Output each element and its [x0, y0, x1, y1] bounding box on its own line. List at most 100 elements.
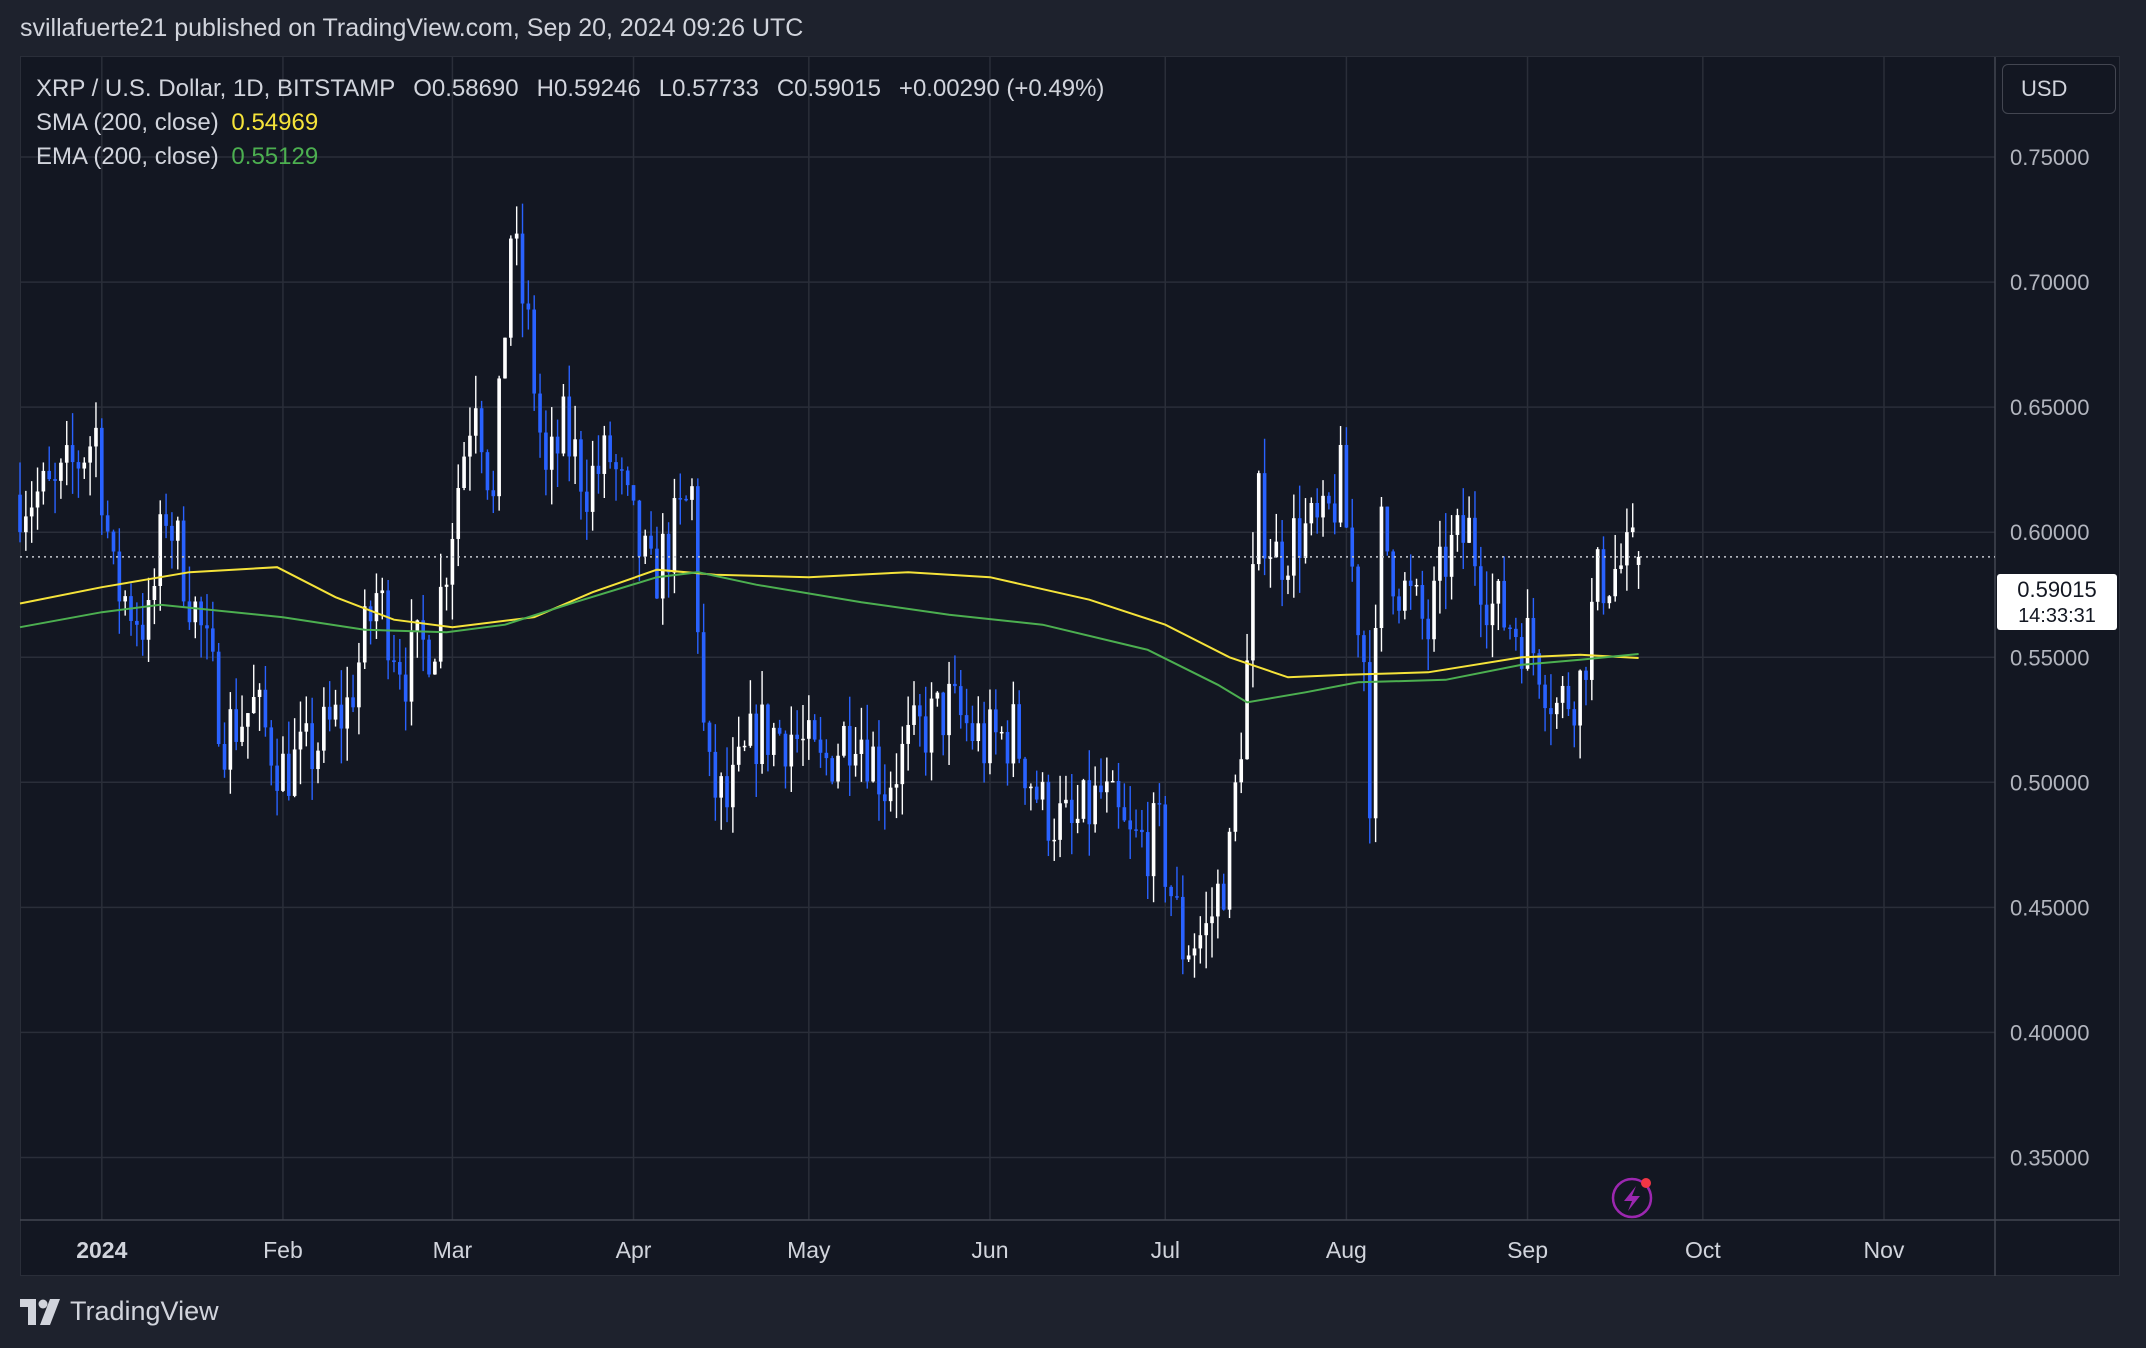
- bar-countdown: 14:33:31: [2018, 605, 2096, 627]
- candle: [614, 454, 618, 501]
- candle: [292, 718, 297, 798]
- candle: [29, 481, 34, 543]
- sma-value: 0.54969: [231, 109, 319, 136]
- candle: [918, 693, 922, 747]
- candle: [544, 410, 548, 496]
- y-tick-label: 0.60000: [2010, 520, 2090, 545]
- candle: [573, 405, 577, 485]
- chart-legend: XRP / U.S. Dollar, 1D, BITSTAMP O0.58690 H…: [36, 72, 1104, 174]
- candle: [1327, 492, 1331, 510]
- candle: [999, 726, 1004, 740]
- candle: [1367, 630, 1372, 844]
- candle: [655, 526, 659, 600]
- candle: [900, 726, 905, 815]
- y-tick-label: 0.50000: [2010, 770, 2090, 795]
- candle: [1099, 758, 1103, 799]
- candle: [1280, 520, 1284, 607]
- candle: [1075, 784, 1080, 834]
- y-tick-label: 0.70000: [2010, 270, 2090, 295]
- candle: [24, 490, 28, 551]
- candle: [76, 450, 81, 498]
- candle: [988, 689, 992, 775]
- candle: [853, 727, 858, 777]
- candle: [1619, 543, 1623, 574]
- candle: [462, 441, 466, 491]
- candle: [1601, 536, 1606, 615]
- candle: [228, 692, 233, 794]
- candle: [1321, 480, 1325, 537]
- candle: [1478, 546, 1483, 638]
- x-tick-label: 2024: [76, 1237, 127, 1263]
- candle: [327, 681, 332, 732]
- candle: [456, 464, 461, 567]
- candle: [1286, 565, 1290, 595]
- candle: [1443, 513, 1448, 610]
- candle: [199, 596, 203, 658]
- candle: [1134, 809, 1138, 838]
- candle: [269, 720, 274, 786]
- candle: [105, 500, 110, 539]
- candle: [1163, 795, 1168, 903]
- lightning-icon[interactable]: [1611, 1177, 1653, 1219]
- candle: [438, 553, 443, 669]
- candle: [923, 686, 928, 776]
- candle: [485, 449, 490, 500]
- candle: [1379, 496, 1384, 652]
- footer-brand[interactable]: TradingView: [20, 1296, 219, 1327]
- candle: [368, 600, 373, 645]
- candle: [1081, 778, 1086, 823]
- candle: [830, 755, 835, 785]
- candle: [684, 495, 688, 502]
- sma-row[interactable]: SMA (200, close) 0.54969: [36, 106, 1104, 140]
- candle: [1034, 770, 1039, 804]
- candle: [246, 712, 250, 759]
- sma-label: SMA (200, close): [36, 109, 219, 136]
- candle: [1473, 491, 1477, 586]
- candle: [1140, 809, 1144, 848]
- currency-button[interactable]: USD: [2002, 64, 2116, 114]
- ma-layer: [19, 566, 1639, 704]
- x-tick-label: Jun: [971, 1237, 1008, 1263]
- candle: [877, 720, 881, 821]
- candle: [1560, 676, 1565, 719]
- candle: [865, 704, 870, 789]
- y-tick-label: 0.35000: [2010, 1145, 2090, 1170]
- candle: [88, 436, 92, 496]
- candle: [771, 722, 776, 767]
- x-tick-label: Oct: [1685, 1237, 1721, 1263]
- candle: [1251, 532, 1255, 688]
- candle: [158, 500, 163, 611]
- symbol-label[interactable]: XRP / U.S. Dollar, 1D, BITSTAMP: [36, 75, 396, 102]
- candle: [1029, 783, 1033, 811]
- candle: [1356, 564, 1360, 658]
- candle: [1210, 887, 1214, 958]
- candle: [374, 573, 379, 639]
- candle: [1157, 783, 1162, 827]
- candle: [947, 661, 951, 766]
- candle: [602, 425, 607, 498]
- candle: [701, 603, 706, 731]
- candle: [678, 473, 683, 525]
- candle: [766, 703, 770, 772]
- candle: [1385, 506, 1390, 556]
- candle: [1549, 674, 1553, 746]
- candle: [152, 568, 157, 625]
- candle: [1256, 470, 1261, 571]
- candle: [777, 719, 782, 736]
- candle: [357, 642, 361, 735]
- candle: [1338, 426, 1343, 528]
- ema-row[interactable]: EMA (200, close) 0.55129: [36, 140, 1104, 174]
- chart-frame[interactable]: [20, 56, 2120, 1276]
- candle: [643, 529, 648, 565]
- candle: [964, 688, 969, 742]
- candle: [1408, 554, 1413, 610]
- candle: [941, 691, 946, 756]
- candle: [1169, 885, 1173, 917]
- x-tick-label: Jul: [1151, 1237, 1180, 1263]
- candle: [468, 407, 472, 491]
- candle: [526, 280, 531, 330]
- x-tick-label: Apr: [616, 1237, 652, 1263]
- candle: [1514, 617, 1518, 651]
- ema-value: 0.55129: [231, 143, 319, 170]
